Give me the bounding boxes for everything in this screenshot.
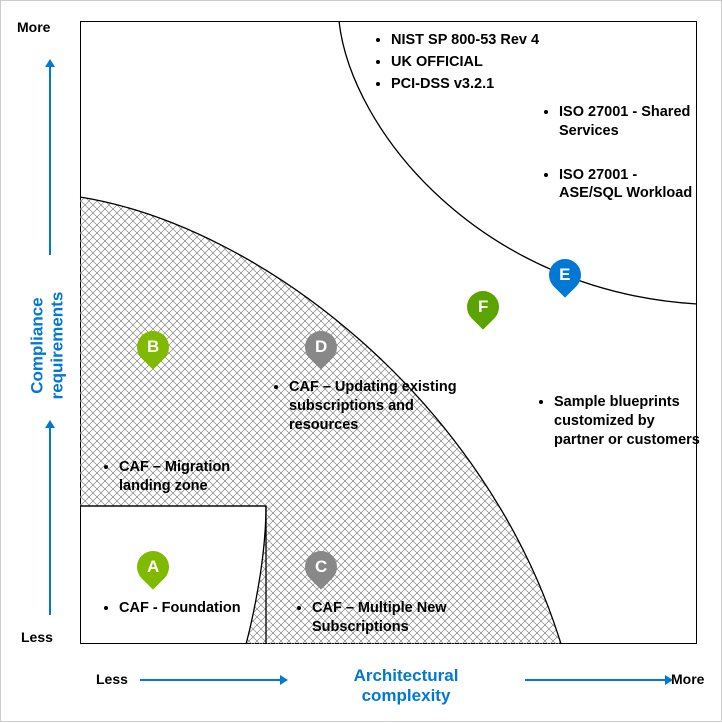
- list-item: [559, 144, 701, 163]
- list-item: UK OFFICIAL: [391, 53, 573, 72]
- x-arrow-left: [140, 679, 280, 681]
- list-item: CAF - Foundation: [119, 599, 246, 618]
- label-top-left: NIST SP 800-53 Rev 4 UK OFFICIAL PCI-DSS v…: [373, 31, 573, 97]
- y-arrow-upper: [49, 67, 51, 255]
- x-axis-label: Architectural complexity: [311, 666, 501, 705]
- x-more-label: More: [671, 671, 704, 687]
- y-less-label: Less: [21, 629, 53, 645]
- x-less-label: Less: [96, 671, 128, 687]
- x-arrow-right: [525, 679, 665, 681]
- list-item: CAF – Migration landing zone: [119, 458, 261, 496]
- list-item: ISO 27001 - Shared Services: [559, 103, 701, 141]
- list-item: CAF – Updating existing subscriptions an…: [289, 378, 481, 435]
- label-D: CAF – Updating existing subscriptions an…: [271, 378, 481, 438]
- label-C: CAF – Multiple New Subscriptions: [294, 599, 504, 640]
- label-B: CAF – Migration landing zone: [101, 458, 261, 499]
- label-A: CAF - Foundation: [101, 599, 246, 621]
- y-arrow-lower: [49, 428, 51, 615]
- y-axis-label-text: Compliance requirements: [27, 292, 66, 400]
- list-item: PCI-DSS v3.2.1: [391, 75, 573, 94]
- list-item: NIST SP 800-53 Rev 4: [391, 31, 573, 50]
- y-axis-label: Compliance requirements: [27, 256, 66, 436]
- x-axis-label-text: Architectural complexity: [354, 666, 459, 705]
- label-top-right: ISO 27001 - Shared Services ISO 27001 - …: [541, 103, 701, 206]
- list-item: CAF – Multiple New Subscriptions: [312, 599, 504, 637]
- list-item: Sample blueprints customized by partner …: [554, 393, 706, 450]
- list-item: ISO 27001 - ASE/SQL Workload: [559, 166, 701, 204]
- label-E: Sample blueprints customized by partner …: [536, 393, 706, 453]
- y-more-label: More: [17, 19, 50, 35]
